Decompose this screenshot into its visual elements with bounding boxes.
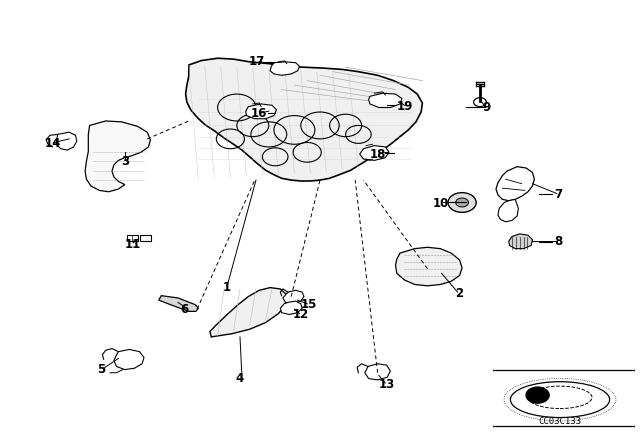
Polygon shape: [210, 288, 287, 337]
Text: 12: 12: [292, 308, 309, 321]
Text: 4: 4: [236, 372, 244, 385]
Polygon shape: [280, 301, 302, 314]
Text: 1: 1: [223, 281, 231, 294]
Text: 3: 3: [121, 155, 129, 168]
Polygon shape: [270, 62, 300, 75]
Text: 9: 9: [483, 101, 490, 114]
Text: 15: 15: [300, 298, 317, 311]
Text: 7: 7: [554, 188, 562, 201]
Polygon shape: [246, 104, 276, 119]
Polygon shape: [509, 234, 532, 249]
Text: CC03C133: CC03C133: [538, 417, 582, 426]
Text: 8: 8: [554, 235, 562, 249]
Polygon shape: [396, 247, 462, 286]
Text: 13: 13: [378, 378, 395, 391]
Text: 10: 10: [432, 197, 449, 210]
Text: 18: 18: [369, 147, 386, 161]
Text: 17: 17: [249, 55, 266, 69]
Polygon shape: [186, 58, 422, 181]
Text: 11: 11: [125, 237, 141, 251]
Polygon shape: [498, 199, 518, 222]
Text: 5: 5: [97, 363, 105, 376]
Polygon shape: [85, 121, 150, 192]
Circle shape: [448, 193, 476, 212]
Text: 6: 6: [180, 302, 188, 316]
Polygon shape: [360, 146, 389, 160]
Circle shape: [456, 198, 468, 207]
Polygon shape: [56, 132, 77, 150]
Bar: [140, 235, 151, 241]
Polygon shape: [365, 364, 390, 380]
Polygon shape: [283, 290, 304, 304]
Text: 2: 2: [456, 287, 463, 300]
Polygon shape: [114, 349, 144, 370]
Text: 19: 19: [396, 100, 413, 113]
Polygon shape: [369, 93, 402, 108]
Polygon shape: [159, 296, 198, 311]
Text: 14: 14: [44, 137, 61, 150]
Bar: [127, 235, 138, 241]
Polygon shape: [496, 167, 534, 201]
Text: 16: 16: [251, 107, 268, 121]
Circle shape: [526, 387, 549, 403]
